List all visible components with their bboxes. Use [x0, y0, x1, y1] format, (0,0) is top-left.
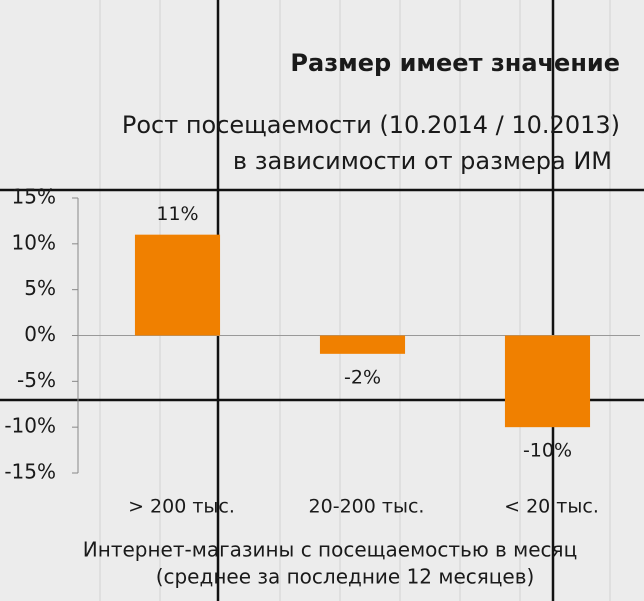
x-axis-label: Интернет-магазины с посещаемостью в меся…: [83, 538, 577, 562]
x-tick-label: < 20 тыс.: [504, 496, 599, 518]
chart-subtitle: в зависимости от размера ИМ: [233, 147, 612, 175]
data-label: -2%: [344, 366, 381, 388]
chart-subtitle: Рост посещаемости (10.2014 / 10.2013): [122, 111, 620, 139]
bar: [504, 335, 591, 428]
y-tick-label: 0%: [24, 322, 56, 346]
y-tick-label: -5%: [17, 368, 56, 392]
chart-title: Размер имеет значение: [290, 49, 620, 77]
x-tick-label: 20-200 тыс.: [309, 496, 425, 518]
x-tick-label: > 200 тыс.: [128, 496, 235, 518]
y-tick-label: -10%: [4, 414, 56, 438]
y-tick-label: 15%: [12, 185, 56, 209]
bar: [134, 234, 221, 336]
y-tick-label: -15%: [4, 460, 56, 484]
bar: [319, 335, 406, 354]
x-axis-label: (среднее за последние 12 месяцев): [156, 565, 535, 589]
data-label: 11%: [156, 203, 198, 225]
y-tick-label: 10%: [12, 230, 56, 254]
data-label: -10%: [523, 440, 572, 462]
y-tick-label: 5%: [24, 276, 56, 300]
